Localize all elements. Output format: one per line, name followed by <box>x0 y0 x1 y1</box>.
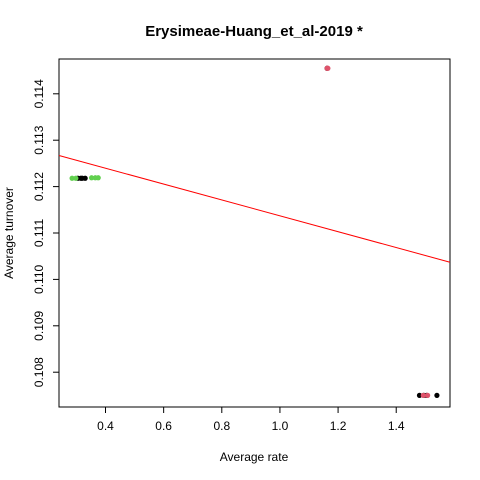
data-point <box>420 392 426 398</box>
chart-title: Erysimeae-Huang_et_al-2019 * <box>145 23 363 40</box>
data-point <box>73 175 79 181</box>
y-axis: 0.108 0.109 0.110 0.111 0.112 0.113 0.114 <box>32 79 60 387</box>
y-tick-label: 0.114 <box>32 79 46 108</box>
trend-line-layer <box>58 155 451 263</box>
data-point <box>69 175 75 181</box>
trend-line <box>58 155 451 263</box>
x-tick-label: 0.8 <box>213 419 230 433</box>
x-tick-label: 0.4 <box>97 419 114 433</box>
data-point <box>434 392 440 398</box>
x-axis-label: Average rate <box>220 450 289 464</box>
x-tick-label: 0.6 <box>155 419 172 433</box>
x-tick-label: 1.0 <box>272 419 289 433</box>
plot-frame <box>58 58 451 408</box>
x-axis: 0.4 0.6 0.8 1.0 1.2 1.4 <box>97 406 405 433</box>
y-tick-label: 0.111 <box>32 219 46 248</box>
data-point <box>82 175 88 181</box>
data-points <box>69 65 440 398</box>
data-point <box>325 65 331 71</box>
data-point <box>425 392 431 398</box>
data-point <box>95 175 101 181</box>
y-tick-label: 0.113 <box>32 125 46 154</box>
y-tick-label: 0.112 <box>32 172 46 201</box>
y-tick-label: 0.110 <box>32 265 46 294</box>
y-axis-label: Average turnover <box>2 187 16 279</box>
x-tick-label: 1.4 <box>388 419 405 433</box>
data-point <box>88 175 95 181</box>
y-tick-label: 0.108 <box>32 357 46 387</box>
data-point <box>416 392 423 398</box>
x-tick-label: 1.2 <box>330 419 347 433</box>
y-tick-label: 0.109 <box>32 310 46 340</box>
